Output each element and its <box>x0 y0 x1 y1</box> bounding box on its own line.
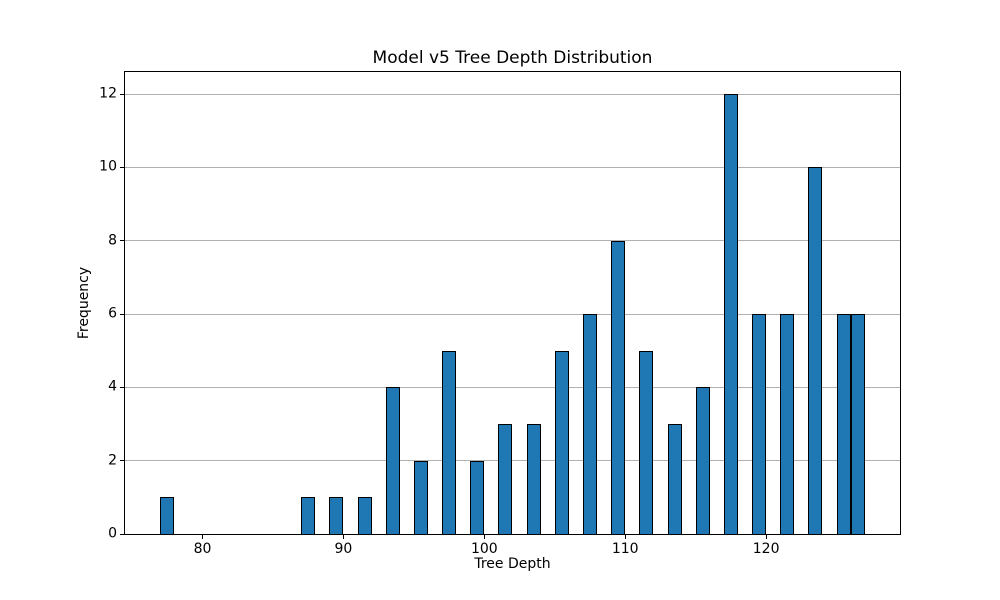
histogram-bar <box>836 314 851 534</box>
histogram-bar <box>301 497 316 534</box>
y-tick-mark <box>120 313 124 315</box>
y-tick-mark <box>120 533 124 535</box>
gridline-y-8 <box>125 240 900 242</box>
histogram-bar <box>667 424 682 534</box>
histogram-bar <box>160 497 175 534</box>
histogram-bar <box>470 460 485 534</box>
histogram-bar <box>695 387 710 534</box>
histogram-bar <box>850 314 865 534</box>
x-tick-label: 80 <box>193 541 212 557</box>
x-tick-label: 120 <box>752 541 780 557</box>
x-tick-mark <box>202 535 203 539</box>
y-tick-label: 0 <box>108 525 117 542</box>
y-tick-label: 4 <box>108 378 117 395</box>
gridline-y-4 <box>125 386 900 388</box>
histogram-bar <box>413 460 428 534</box>
x-tick-mark <box>765 535 767 539</box>
y-tick-label: 12 <box>99 85 117 102</box>
histogram-bar <box>639 350 654 534</box>
histogram-bar <box>582 314 598 534</box>
y-tick-label: 10 <box>99 158 117 175</box>
x-axis-label: Tree Depth <box>474 556 551 572</box>
y-tick-label: 2 <box>108 452 117 469</box>
histogram-bar <box>442 350 457 534</box>
y-tick-mark <box>120 386 124 388</box>
x-tick-mark <box>624 535 626 539</box>
chart-title: Model v5 Tree Depth Distribution <box>372 48 653 68</box>
histogram-bar <box>357 497 372 534</box>
y-tick-label: 6 <box>108 305 117 322</box>
histogram-bar <box>385 387 400 534</box>
x-tick-mark <box>483 535 485 539</box>
gridline-y-6 <box>125 313 900 315</box>
y-tick-mark <box>120 166 124 168</box>
y-tick-label: 8 <box>108 232 117 249</box>
x-tick-label: 110 <box>611 541 639 557</box>
histogram-bar <box>808 167 823 534</box>
histogram-bar <box>554 350 569 534</box>
histogram-bar <box>780 314 795 534</box>
histogram-bar <box>752 314 767 534</box>
y-axis-label: Frequency <box>76 266 92 340</box>
y-tick-mark <box>120 460 124 462</box>
x-tick-label: 90 <box>334 541 353 557</box>
x-tick-mark <box>342 535 344 539</box>
plot-area: 80 90 100 110 120 0 2 4 6 8 10 12 <box>99 71 901 557</box>
histogram-bar <box>723 94 738 534</box>
y-tick-mark <box>120 93 124 95</box>
gridline-y-10 <box>125 166 900 168</box>
gridline-y-12 <box>125 93 900 95</box>
histogram-bar <box>526 424 541 534</box>
y-tick-mark <box>120 240 124 242</box>
x-tick-label: 100 <box>470 541 498 557</box>
histogram-bar <box>329 497 344 534</box>
gridline-y-2 <box>125 460 900 462</box>
histogram-bar <box>498 424 513 534</box>
histogram-bar <box>611 240 626 534</box>
